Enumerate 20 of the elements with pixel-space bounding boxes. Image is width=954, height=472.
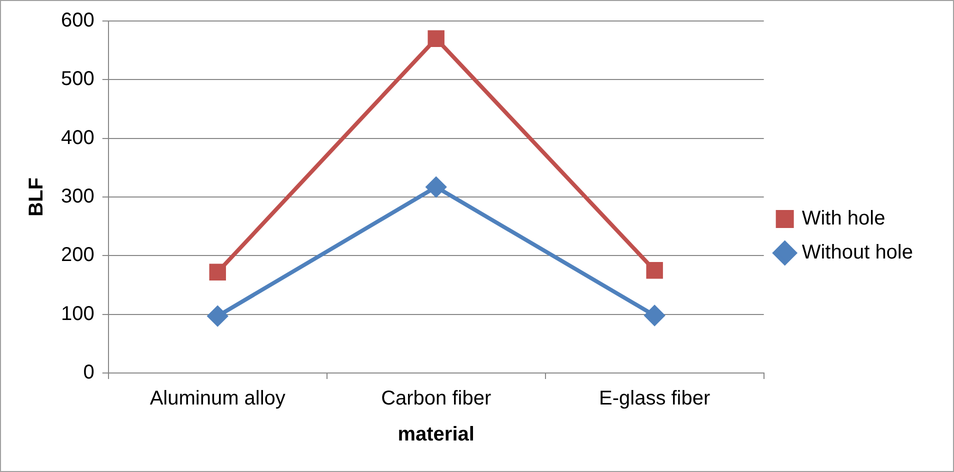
- y-tick-label: 100: [60, 302, 94, 325]
- point: [209, 264, 226, 280]
- y-tick-label: 400: [60, 126, 94, 149]
- x-tick-label: E-glass fiber: [599, 388, 710, 410]
- y-tick-label: 500: [60, 68, 94, 90]
- y-tick-label: 600: [60, 10, 94, 32]
- legend-label: Without hole: [802, 242, 913, 264]
- point: [428, 30, 444, 47]
- x-tick-label: Aluminum alloy: [150, 388, 286, 410]
- y-tick-label: 0: [83, 362, 94, 384]
- legend-label: With hole: [802, 208, 886, 230]
- point: [426, 177, 446, 198]
- point: [644, 306, 665, 326]
- y-tick-label: 200: [60, 244, 94, 266]
- x-axis-title: material: [398, 424, 474, 446]
- x-tick-label: Carbon fiber: [381, 388, 492, 410]
- point: [208, 306, 228, 326]
- y-tick-label: 300: [60, 186, 94, 208]
- point: [646, 262, 663, 279]
- y-axis-title: BLF: [26, 178, 48, 216]
